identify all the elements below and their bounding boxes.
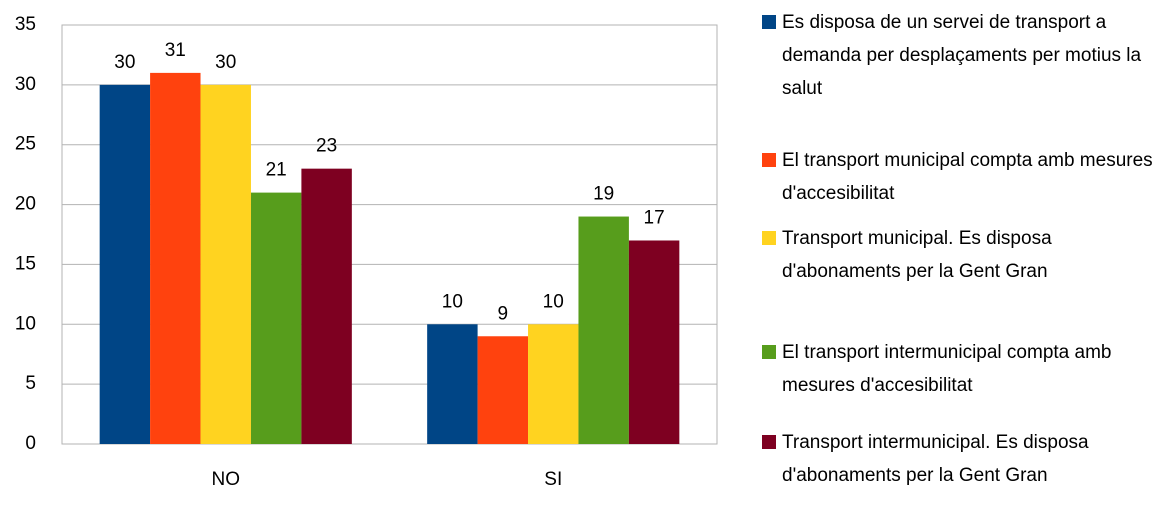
bar bbox=[301, 168, 352, 444]
legend-swatch bbox=[762, 231, 776, 245]
bar bbox=[200, 84, 251, 444]
legend-label: Transport municipal. Es disposa d'abonam… bbox=[782, 228, 1052, 282]
legend-swatch bbox=[762, 435, 776, 449]
plot-border bbox=[61, 24, 718, 445]
bar bbox=[150, 72, 201, 444]
y-tick-label: 15 bbox=[15, 253, 36, 274]
bar bbox=[250, 192, 302, 444]
y-tick-label: 10 bbox=[15, 313, 36, 334]
y-tick-label: 5 bbox=[25, 373, 36, 394]
legend-label: Transport intermunicipal. Es disposa d'a… bbox=[782, 432, 1089, 486]
legend-swatch bbox=[762, 153, 776, 167]
legend-swatch bbox=[762, 15, 776, 29]
bar bbox=[477, 336, 529, 444]
legend-entry: El transport intermunicipal compta amb m… bbox=[762, 336, 1162, 402]
legend-entry: El transport municipal compta amb mesure… bbox=[762, 144, 1162, 210]
data-label: 19 bbox=[593, 184, 614, 205]
legend-entry: Es disposa de un servei de transport a d… bbox=[762, 6, 1162, 105]
y-tick-label: 25 bbox=[15, 134, 36, 155]
data-label: 30 bbox=[215, 52, 236, 73]
data-label: 17 bbox=[644, 208, 665, 229]
data-label: 10 bbox=[442, 291, 463, 312]
bar bbox=[578, 216, 629, 444]
bar bbox=[528, 324, 579, 444]
plot: 0 5 10 15 20 25 30 35 NO 30 31 30 21 23 SI 10 9 10 19 17 bbox=[15, 14, 718, 490]
data-label: 31 bbox=[165, 40, 186, 61]
legend-entry: Transport intermunicipal. Es disposa d'a… bbox=[762, 426, 1162, 492]
y-tick-label: 35 bbox=[15, 14, 36, 35]
data-label: 23 bbox=[316, 136, 337, 157]
bar bbox=[628, 240, 680, 444]
y-tick-label: 30 bbox=[15, 74, 36, 95]
x-tick-label: SI bbox=[544, 469, 562, 490]
x-tick-label: NO bbox=[212, 469, 241, 490]
y-tick-label: 20 bbox=[15, 194, 36, 215]
y-tick-label: 0 bbox=[25, 433, 36, 454]
legend-label: El transport intermunicipal compta amb m… bbox=[782, 342, 1112, 396]
bar bbox=[427, 324, 478, 444]
bar bbox=[99, 84, 151, 444]
data-label: 10 bbox=[543, 291, 564, 312]
legend-entry: Transport municipal. Es disposa d'abonam… bbox=[762, 222, 1162, 288]
data-label: 9 bbox=[498, 303, 509, 324]
legend-label: Es disposa de un servei de transport a d… bbox=[782, 12, 1142, 99]
legend-swatch bbox=[762, 345, 776, 359]
legend-label: El transport municipal compta amb mesure… bbox=[782, 150, 1153, 204]
data-label: 21 bbox=[266, 160, 287, 181]
data-label: 30 bbox=[114, 52, 135, 73]
